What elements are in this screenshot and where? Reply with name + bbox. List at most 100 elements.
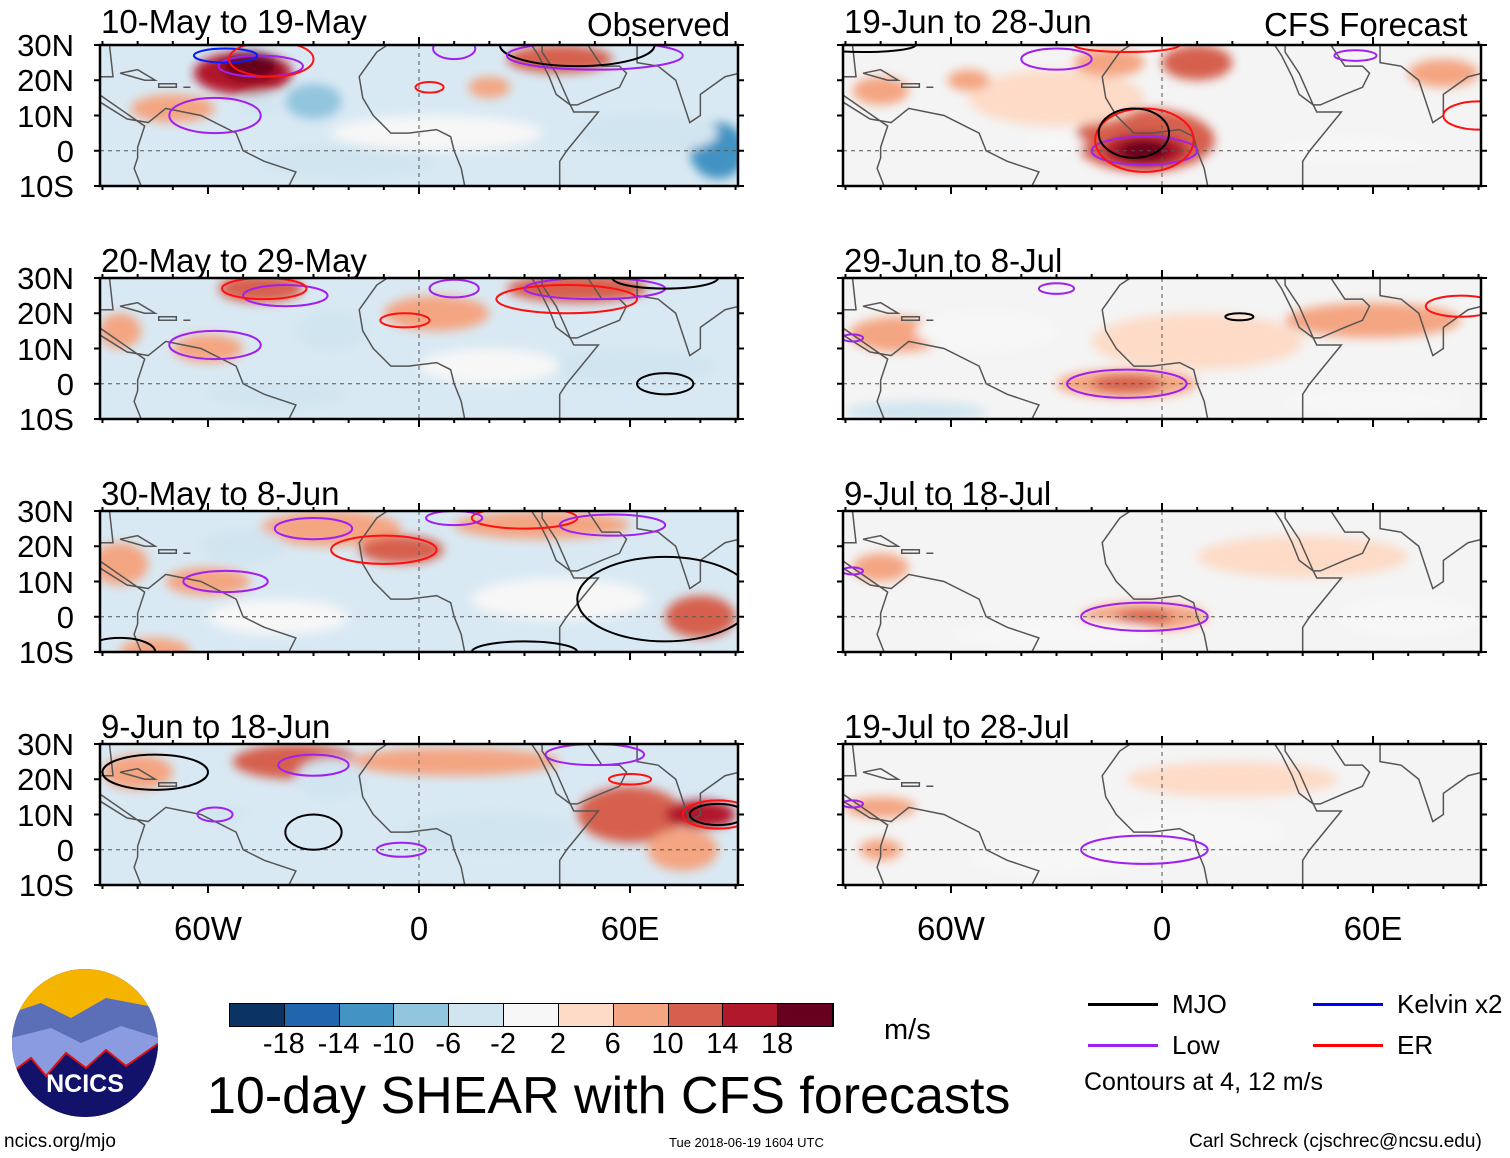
lat-label: 30N bbox=[17, 28, 74, 63]
shear-shading bbox=[647, 828, 718, 871]
shear-shading bbox=[207, 380, 349, 409]
low-legend-line bbox=[1088, 1044, 1158, 1047]
lat-label: 0 bbox=[56, 832, 74, 868]
coastline bbox=[900, 316, 921, 322]
kelvin-contour bbox=[192, 47, 259, 64]
shear-shading bbox=[947, 69, 990, 91]
mjo-legend-label: MJO bbox=[1172, 989, 1227, 1019]
low-contour bbox=[544, 744, 646, 767]
coastline bbox=[100, 560, 297, 652]
low-contour bbox=[1020, 47, 1093, 71]
coastline bbox=[157, 782, 178, 788]
footer-timestamp: Tue 2018-06-19 1604 UTC bbox=[669, 1135, 824, 1150]
mjo-legend-line bbox=[1088, 1003, 1158, 1006]
lat-label: 0 bbox=[56, 599, 74, 635]
low-contour bbox=[425, 511, 484, 527]
low-contour bbox=[1333, 49, 1378, 62]
shear-map-panel bbox=[837, 503, 1487, 660]
coastline bbox=[843, 511, 857, 544]
coastline bbox=[900, 549, 921, 555]
shear-shading bbox=[852, 76, 909, 105]
mjo-contour bbox=[1097, 107, 1171, 159]
shear-shading bbox=[950, 620, 1162, 649]
shear-shading bbox=[359, 535, 444, 564]
contour-note: Contours at 4, 12 m/s bbox=[1084, 1068, 1324, 1096]
ncics-logo: NCICS bbox=[11, 968, 159, 1118]
low-contour bbox=[277, 753, 350, 777]
coastline bbox=[862, 767, 901, 780]
lat-label: 10S bbox=[18, 868, 74, 903]
lon-label: 60E bbox=[1343, 910, 1403, 947]
er-contour bbox=[495, 284, 639, 315]
shear-shading bbox=[1126, 761, 1338, 797]
coastline bbox=[119, 301, 158, 314]
footer-author: Carl Schreck (cjschrec@ncsu.edu) bbox=[1189, 1131, 1482, 1152]
coastline bbox=[1379, 278, 1481, 357]
panel-title: 29-Jun to 8-Jul bbox=[844, 242, 1063, 279]
shear-shading bbox=[419, 348, 560, 384]
shear-shading bbox=[1285, 387, 1461, 416]
coastline bbox=[541, 278, 628, 339]
coastline bbox=[157, 83, 178, 89]
coastline bbox=[1284, 278, 1371, 339]
mjo-contour bbox=[1224, 312, 1255, 322]
er-contour bbox=[1442, 100, 1481, 131]
er-contour bbox=[1073, 45, 1181, 54]
shear-shading bbox=[1162, 45, 1233, 81]
mjo-contour bbox=[498, 45, 656, 68]
shear-shading bbox=[285, 83, 342, 120]
shear-shading bbox=[100, 542, 149, 586]
colorbar-tick-label: -10 bbox=[372, 1028, 415, 1060]
mjo-contour bbox=[101, 753, 209, 791]
lon-label: 60W bbox=[917, 910, 985, 947]
shear-shading bbox=[471, 577, 648, 621]
coastline bbox=[843, 278, 857, 311]
mjo-contour bbox=[284, 813, 343, 851]
lat-label: 10S bbox=[18, 635, 74, 670]
er-legend-label: ER bbox=[1397, 1030, 1434, 1060]
er-contour bbox=[228, 45, 315, 78]
coastline bbox=[157, 549, 178, 555]
colorbar-swatch bbox=[558, 1004, 614, 1026]
colorbar-tick-label: 6 bbox=[604, 1028, 621, 1060]
coastline bbox=[541, 744, 628, 805]
coastline bbox=[843, 744, 857, 777]
shear-map-panel bbox=[94, 270, 744, 427]
shear-shading bbox=[172, 334, 244, 363]
low-contour bbox=[168, 96, 262, 135]
lat-label: 30N bbox=[17, 261, 74, 296]
shear-shading bbox=[968, 846, 1145, 875]
low-contour bbox=[273, 517, 354, 541]
shear-shading bbox=[222, 52, 279, 81]
shear-shading bbox=[1119, 140, 1170, 162]
colorbar-tick-label: -18 bbox=[262, 1028, 305, 1060]
shear-shading bbox=[331, 115, 543, 151]
coastline bbox=[1101, 511, 1343, 652]
low-contour bbox=[1080, 834, 1209, 865]
coastline bbox=[1284, 511, 1371, 572]
shear-shading bbox=[542, 348, 718, 384]
shear-map-panel bbox=[94, 503, 744, 660]
mjo-contour bbox=[100, 636, 157, 652]
footer-url[interactable]: ncics.org/mjo bbox=[4, 1131, 116, 1152]
panel-title: 9-Jul to 18-Jul bbox=[844, 475, 1052, 512]
shear-shading bbox=[915, 309, 1057, 353]
er-contour bbox=[379, 312, 431, 329]
low-contour bbox=[196, 806, 234, 823]
coastline bbox=[1101, 278, 1343, 419]
shear-map-panel bbox=[94, 37, 744, 194]
er-contour bbox=[607, 772, 653, 786]
coastline bbox=[100, 744, 114, 777]
kelvin-legend-line bbox=[1313, 1003, 1383, 1006]
panel-title: 19-Jun to 28-Jun bbox=[844, 3, 1092, 40]
coastline bbox=[358, 744, 600, 885]
coastline bbox=[636, 45, 738, 124]
lat-label: 0 bbox=[56, 366, 74, 402]
er-contour bbox=[221, 278, 308, 301]
shear-map-panel bbox=[837, 736, 1487, 893]
mjo-contour bbox=[636, 372, 695, 396]
colorbar-swatch bbox=[284, 1004, 340, 1026]
er-contour bbox=[681, 799, 738, 830]
coastline bbox=[1284, 45, 1371, 106]
lat-label: 10N bbox=[17, 98, 74, 134]
